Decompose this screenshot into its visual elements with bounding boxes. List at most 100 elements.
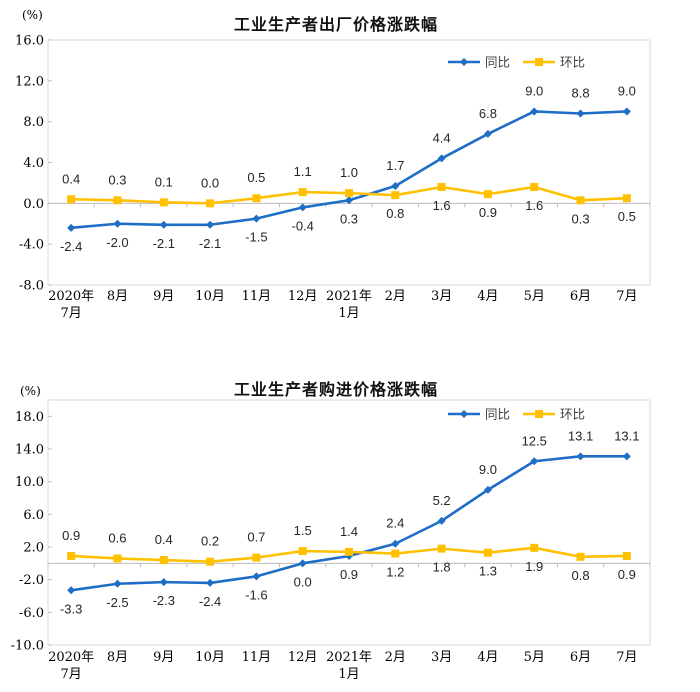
mom-point-marker xyxy=(530,543,539,552)
yoy-data-label: -2.5 xyxy=(106,595,128,610)
yoy-point-marker xyxy=(483,485,492,494)
mom-data-label: 0.4 xyxy=(62,171,80,186)
y-tick-label: -10.0 xyxy=(11,639,44,654)
y-tick-label: -4.0 xyxy=(19,238,44,253)
mom-data-label: 0.2 xyxy=(201,534,219,549)
mom-data-label: 0.8 xyxy=(571,568,589,583)
x-tick-label: 2020年 xyxy=(48,650,94,665)
yoy-point-marker xyxy=(530,457,539,466)
y-tick-label: 16.0 xyxy=(15,34,44,49)
x-tick-label: 11月 xyxy=(242,289,272,304)
x-tick-label: 12月 xyxy=(288,650,318,665)
plot-area-border xyxy=(47,39,651,286)
yoy-point-marker xyxy=(576,109,585,118)
mom-data-label: 1.6 xyxy=(525,198,543,213)
x-tick-label: 11月 xyxy=(242,650,272,665)
x-tick-label: 12月 xyxy=(288,289,318,304)
mom-data-label: 0.5 xyxy=(618,209,636,224)
yoy-point-marker xyxy=(206,578,215,587)
x-tick-label: 1月 xyxy=(338,667,359,682)
mom-point-marker xyxy=(113,196,122,205)
yoy-data-label: 2.4 xyxy=(386,516,404,531)
yoy-data-label: -2.3 xyxy=(153,593,175,608)
mom-point-marker xyxy=(113,554,122,563)
y-axis-unit-label-bottom: (%) xyxy=(20,384,41,398)
yoy-data-label: 0.3 xyxy=(340,211,358,226)
x-tick-label: 4月 xyxy=(477,289,498,304)
mom-data-label: 0.4 xyxy=(155,532,173,547)
yoy-data-label: 8.8 xyxy=(571,86,589,101)
yoy-point-marker xyxy=(252,572,261,581)
x-tick-label: 1月 xyxy=(338,306,359,321)
mom-data-label: 0.0 xyxy=(201,175,219,190)
legend: 同比 环比 xyxy=(448,56,585,70)
yoy-data-label: 13.1 xyxy=(568,428,593,443)
y-tick-label: -2.0 xyxy=(19,573,44,588)
mom-point-marker xyxy=(67,195,76,204)
yoy-data-label: 9.0 xyxy=(479,462,497,477)
yoy-point-marker xyxy=(113,219,122,228)
yoy-data-label: -1.6 xyxy=(245,587,267,602)
x-tick-label: 10月 xyxy=(195,650,225,665)
yoy-data-label: 4.4 xyxy=(433,130,451,145)
x-tick-label: 6月 xyxy=(570,650,591,665)
x-tick-label: 5月 xyxy=(524,650,545,665)
mom-data-label: 1.5 xyxy=(294,523,312,538)
y-tick-label: 18.0 xyxy=(15,410,44,425)
y-tick-label: -6.0 xyxy=(19,606,44,621)
mom-point-marker xyxy=(530,183,539,191)
mom-point-marker xyxy=(206,557,215,566)
y-tick-label: 2.0 xyxy=(23,541,44,556)
y-tick-label: 0.0 xyxy=(23,197,44,212)
legend-yoy-marker-icon xyxy=(460,58,468,66)
mom-data-label: 0.8 xyxy=(386,206,404,221)
yoy-point-marker xyxy=(437,154,446,163)
yoy-point-marker xyxy=(159,578,168,587)
yoy-point-marker xyxy=(113,579,122,588)
x-tick-label: 2月 xyxy=(385,289,406,304)
yoy-data-label: 9.0 xyxy=(618,83,636,98)
mom-point-marker xyxy=(159,556,168,565)
mom-point-marker xyxy=(437,183,446,191)
mom-data-label: 0.7 xyxy=(247,530,265,545)
legend-yoy-marker-icon xyxy=(460,410,468,418)
x-tick-label: 2月 xyxy=(385,650,406,665)
chart-title-bottom: 工业生产者购进价格涨跌幅 xyxy=(233,382,438,399)
x-tick-label: 6月 xyxy=(570,289,591,304)
mom-data-label: 1.9 xyxy=(525,559,543,574)
mom-point-marker xyxy=(298,547,307,556)
y-tick-label: 8.0 xyxy=(23,115,44,130)
yoy-data-label: 9.0 xyxy=(525,83,543,98)
mom-point-marker xyxy=(576,552,585,561)
mom-point-marker xyxy=(622,551,631,560)
mom-point-marker xyxy=(437,544,446,553)
yoy-data-label: -1.5 xyxy=(245,230,267,245)
y-tick-label: -8.0 xyxy=(19,279,44,294)
yoy-point-marker xyxy=(252,214,261,223)
yoy-point-marker xyxy=(298,559,307,568)
yoy-data-label: 6.8 xyxy=(479,106,497,121)
plot-area-border xyxy=(47,399,651,646)
yoy-data-label: 0.9 xyxy=(340,567,358,582)
yoy-point-marker xyxy=(530,107,539,116)
mom-data-label: 1.6 xyxy=(433,198,451,213)
chart-ppi-output: 16.0 12.0 8.0 4.0 0.0 -4.0 -8.0 2020年 7月 8月 9月 10月 1… xyxy=(15,34,651,321)
yoy-point-marker xyxy=(206,220,215,229)
mom-data-label: 1.1 xyxy=(294,164,312,179)
x-tick-label: 7月 xyxy=(616,650,637,665)
legend-label-yoy: 同比 xyxy=(485,56,510,70)
mom-point-marker xyxy=(483,548,492,557)
mom-data-label: 1.0 xyxy=(340,165,358,180)
mom-point-marker xyxy=(345,547,353,556)
x-tick-label: 8月 xyxy=(107,650,128,665)
x-tick-label: 7月 xyxy=(61,667,82,682)
yoy-data-label: -2.0 xyxy=(106,235,128,250)
mom-data-label: 0.3 xyxy=(571,211,589,226)
yoy-point-marker xyxy=(576,452,585,461)
yoy-data-label: -2.1 xyxy=(199,236,221,251)
mom-point-marker xyxy=(252,194,261,203)
chart-title-top: 工业生产者出厂价格涨跌幅 xyxy=(233,17,438,34)
y-tick-label: 4.0 xyxy=(23,156,44,171)
yoy-point-marker xyxy=(298,203,307,212)
